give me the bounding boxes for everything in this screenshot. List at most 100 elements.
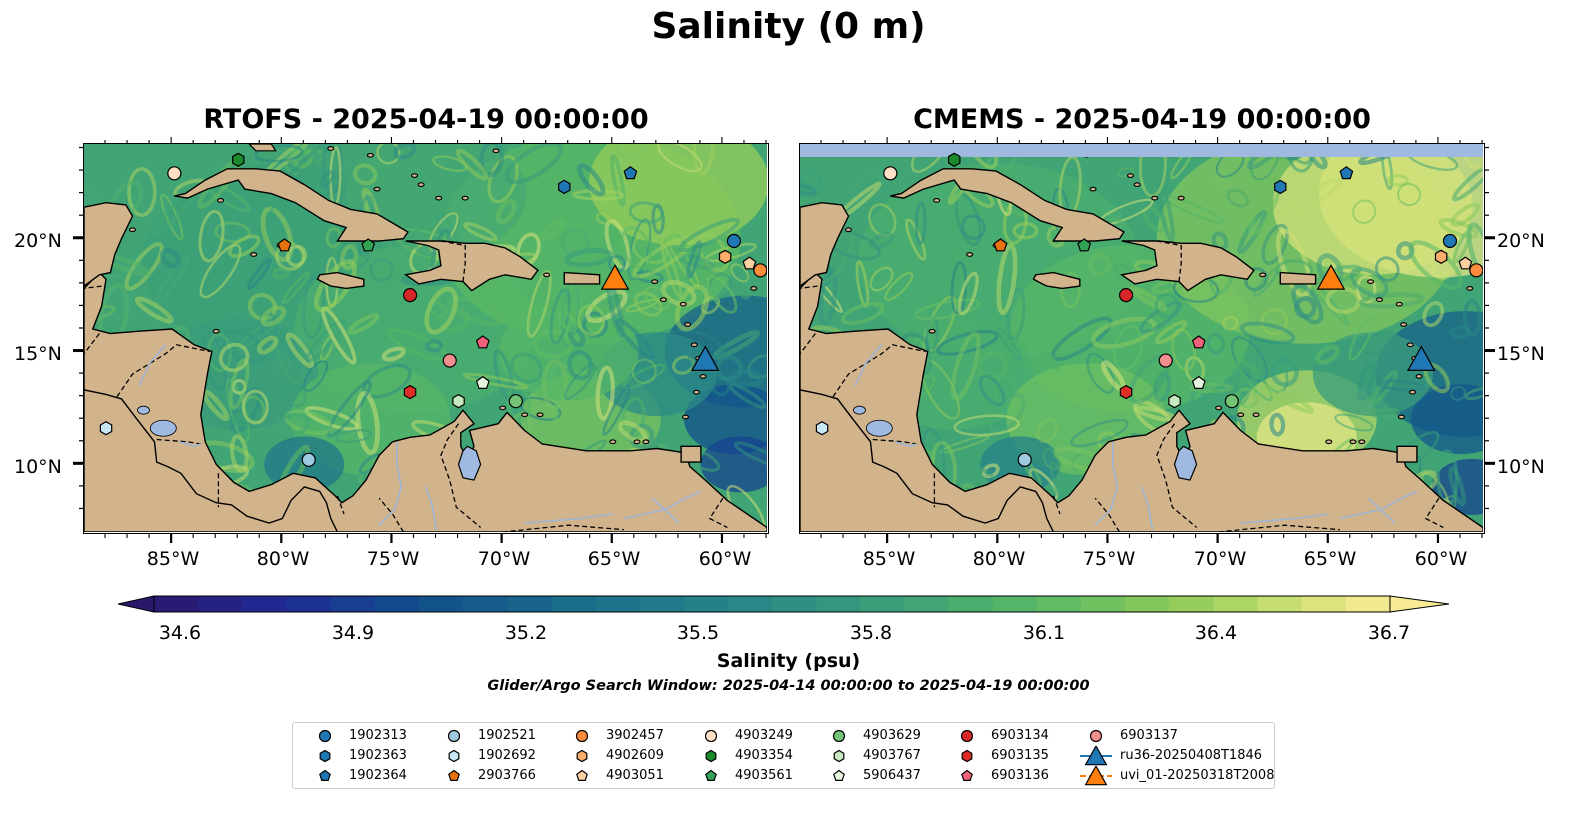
obs-marker-6903135 <box>1119 384 1133 400</box>
colorbar-tick: 35.5 <box>676 622 720 644</box>
hexagon-marker-icon <box>319 749 331 763</box>
obs-marker-3902457 <box>1469 263 1483 278</box>
small-island <box>684 322 692 327</box>
legend-label: 6903136 <box>991 768 1049 783</box>
river <box>178 441 202 448</box>
lat-tick-right-10: 10°N <box>1497 456 1545 478</box>
obs-marker-1902364 <box>1339 166 1354 180</box>
legend-label: 6903137 <box>1120 728 1178 743</box>
legend-marker <box>1084 766 1108 786</box>
colorbar-tick: 35.2 <box>504 622 548 644</box>
lake-nicaragua <box>865 419 893 437</box>
legend-marker <box>960 729 974 743</box>
obs-marker-5906437 <box>475 375 490 389</box>
colorbar-segment <box>242 596 288 612</box>
map-cmems <box>799 143 1485 534</box>
lake-nicaragua <box>149 419 177 437</box>
small-island <box>461 195 469 201</box>
land-hispaniola <box>403 240 539 292</box>
legend: 1902313 1902363 1902364 1902521 1902692 29037… <box>292 722 1275 789</box>
hexagon-marker-icon <box>576 749 588 763</box>
colorbar-tick: 35.8 <box>849 622 893 644</box>
colorbar-segment <box>1036 596 1082 612</box>
lon-tick-right-65: 65°W <box>1303 548 1357 570</box>
legend-marker <box>576 769 588 781</box>
lake-managua <box>853 405 866 415</box>
figure-title: Salinity (0 m) <box>651 6 926 47</box>
lake-maracaibo <box>1173 445 1198 481</box>
small-island <box>373 186 381 192</box>
legend-label: 4903051 <box>606 768 664 783</box>
obs-marker-4903354 <box>232 152 245 167</box>
small-island <box>543 272 551 278</box>
lon-tick-left-75: 75°W <box>366 548 420 570</box>
obs-marker-4903354 <box>948 152 961 167</box>
country-border <box>84 333 100 355</box>
country-border <box>1052 495 1061 515</box>
small-island <box>1367 279 1375 284</box>
country-border <box>378 497 405 532</box>
colorbar-segment <box>1213 596 1259 612</box>
country-border <box>336 495 345 515</box>
colorbar-segment <box>683 596 729 612</box>
lat-tick-left-10: 10°N <box>14 456 62 478</box>
obs-marker-1902692 <box>815 421 829 436</box>
small-island <box>212 328 220 334</box>
circle-marker-icon <box>704 729 718 743</box>
obs-marker-6903136 <box>475 335 490 349</box>
legend-marker <box>447 729 461 743</box>
lon-tick-right-70: 70°W <box>1193 548 1247 570</box>
country-border <box>800 285 818 290</box>
legend-label: 1902313 <box>349 728 407 743</box>
legend-marker <box>833 769 845 781</box>
country-border <box>1156 423 1198 528</box>
obs-marker-3902457 <box>753 263 767 278</box>
small-island <box>536 412 544 418</box>
river <box>894 441 918 448</box>
no-data-band <box>800 144 1483 157</box>
legend-marker <box>961 769 973 781</box>
river <box>1339 490 1418 520</box>
legend-marker <box>961 749 973 763</box>
river <box>424 486 438 530</box>
obs-marker-4903767 <box>1168 394 1181 409</box>
small-island <box>499 405 507 411</box>
obs-marker-2903766 <box>277 238 292 252</box>
circle-marker-icon <box>1089 729 1103 743</box>
colorbar-tick: 36.7 <box>1367 622 1411 644</box>
river <box>1367 497 1396 524</box>
circle-marker-icon <box>575 729 589 743</box>
small-island <box>1406 342 1414 348</box>
legend-marker <box>705 749 717 763</box>
colorbar-extend-low <box>118 595 155 613</box>
country-border <box>116 344 210 398</box>
colorbar-segment <box>860 596 906 612</box>
legend-marker <box>705 769 717 781</box>
legend-label: 2903766 <box>478 768 536 783</box>
small-island <box>642 439 650 445</box>
legend-label: 1902521 <box>478 728 536 743</box>
lon-tick-right-75: 75°W <box>1082 548 1136 570</box>
legend-marker <box>319 769 331 781</box>
colorbar-segment <box>507 596 552 612</box>
lat-tick-right-15: 15°N <box>1497 343 1545 365</box>
country-border <box>156 438 201 445</box>
colorbar-segment <box>595 596 641 612</box>
triangle-marker-icon <box>1080 746 1112 766</box>
colorbar-segment <box>772 596 817 612</box>
legend-label: 5906437 <box>863 768 921 783</box>
small-island <box>966 252 974 257</box>
small-island <box>250 252 258 257</box>
hexagon-marker-icon <box>961 749 973 763</box>
land-yucatan <box>84 201 134 287</box>
legend-marker <box>1089 729 1103 743</box>
legend-marker <box>319 749 331 763</box>
colorbar-segment <box>1345 596 1391 612</box>
country-border <box>872 438 917 445</box>
obs-marker-4902609 <box>1434 249 1448 264</box>
panel-title-cmems: CMEMS - 2025-04-19 00:00:00 <box>913 104 1371 135</box>
colorbar-segment <box>1169 596 1215 612</box>
obs-marker-uvi_01-20250318T2008 <box>1316 264 1346 290</box>
small-island <box>1252 412 1260 418</box>
legend-label: 3902457 <box>606 728 664 743</box>
